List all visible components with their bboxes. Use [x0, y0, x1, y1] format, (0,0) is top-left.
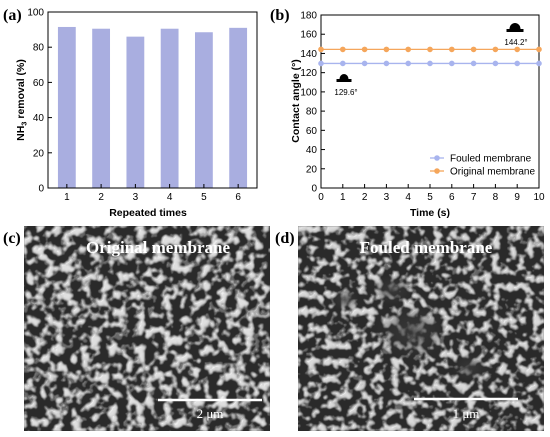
x-tick-label: 0 — [318, 192, 324, 203]
data-point — [449, 46, 455, 53]
droplet-base — [336, 79, 352, 82]
sem-fouled-title: Fouled membrane — [360, 238, 493, 257]
bar — [194, 32, 213, 188]
x-tick-label: 9 — [514, 192, 520, 203]
bar — [92, 28, 111, 188]
data-point — [514, 46, 520, 53]
annotation-original: 144.2° — [504, 38, 527, 47]
y-tick-label: 20 — [33, 148, 45, 159]
x-tick-label: 4 — [167, 192, 173, 203]
y-tick-label: 100 — [27, 8, 44, 19]
legend-marker — [434, 155, 440, 161]
y-tick-label: 160 — [300, 30, 317, 41]
data-point — [383, 46, 390, 53]
droplet-icon — [336, 74, 352, 82]
data-point — [536, 46, 542, 53]
panel-label-d: (d) — [275, 230, 295, 247]
data-point — [492, 46, 499, 53]
sem-original-scale-label: 2 μm — [197, 406, 224, 421]
data-point — [318, 60, 324, 67]
fouling-deposit — [372, 275, 412, 305]
droplet-icon — [506, 22, 524, 32]
y-tick-label: 180 — [300, 11, 317, 22]
droplet-base — [506, 29, 524, 32]
y-tick-label: 0 — [311, 184, 317, 195]
y-tick-label: 100 — [300, 87, 317, 98]
y-tick-label: 40 — [306, 145, 318, 156]
data-point — [470, 60, 477, 67]
x-tick-label: 6 — [235, 192, 241, 203]
data-point — [405, 46, 412, 53]
sem-fouled-scale-label: 1 μm — [453, 406, 480, 421]
y-tick-label: 60 — [33, 78, 45, 89]
x-tick-label: 10 — [533, 192, 545, 203]
sem-original-title: Original membrane — [86, 238, 230, 257]
x-tick-label: 8 — [493, 192, 499, 203]
legend-label: Fouled membrane — [450, 154, 532, 165]
y-tick-label: 140 — [300, 49, 317, 60]
data-point — [427, 60, 433, 67]
data-point — [361, 60, 368, 67]
data-point — [383, 60, 390, 67]
bar — [229, 27, 248, 189]
data-point — [514, 60, 520, 67]
y-tick-label: 80 — [306, 107, 318, 118]
x-tick-label: 5 — [427, 192, 433, 203]
chart-b-xlabel: Time (s) — [410, 207, 450, 219]
data-point — [340, 46, 346, 53]
bar — [160, 28, 179, 188]
line-chart-contact-angle: Time (s) Contact angle (°) 0204060801001… — [290, 11, 545, 220]
data-point — [492, 60, 499, 67]
chart-a-xlabel: Repeated times — [109, 207, 187, 219]
x-tick-label: 3 — [133, 192, 139, 203]
fouling-deposit — [331, 289, 359, 311]
fouling-deposit — [452, 354, 488, 382]
annotation-fouled: 129.6° — [334, 88, 357, 97]
legend-marker — [434, 168, 440, 174]
y-tick-label: 120 — [300, 68, 317, 79]
x-tick-label: 2 — [98, 192, 104, 203]
x-tick-label: 2 — [362, 192, 368, 203]
droplet-shape — [339, 74, 349, 79]
data-point — [449, 60, 455, 67]
x-tick-label: 4 — [405, 192, 411, 203]
sem-image-original: Original membrane 2 μm — [24, 226, 270, 431]
x-tick-label: 3 — [384, 192, 390, 203]
y-tick-label: 60 — [306, 126, 318, 137]
droplet-shape — [509, 22, 521, 29]
panel-label-a: (a) — [3, 7, 22, 24]
fouling-deposit — [376, 304, 448, 360]
data-point — [405, 60, 412, 67]
data-point — [340, 60, 346, 67]
x-tick-label: 7 — [471, 192, 477, 203]
chart-a-ylabel: NH3 removal (%) — [15, 59, 29, 141]
bar — [126, 36, 145, 188]
panel-label-c: (c) — [3, 230, 21, 247]
sem-image-fouled: Fouled membrane 1 μm — [298, 226, 544, 431]
data-point — [318, 46, 324, 53]
x-tick-label: 1 — [340, 192, 346, 203]
bar — [57, 26, 76, 189]
sem-image-original-texture — [24, 226, 270, 431]
chart-b-ylabel: Contact angle (°) — [290, 59, 302, 143]
data-point — [470, 46, 477, 53]
data-point — [361, 46, 368, 53]
y-tick-label: 0 — [38, 184, 44, 195]
legend-label: Original membrane — [450, 167, 535, 178]
y-tick-label: 80 — [33, 43, 45, 54]
y-tick-label: 20 — [306, 164, 318, 175]
x-tick-label: 6 — [449, 192, 455, 203]
x-tick-label: 1 — [64, 192, 70, 203]
x-tick-label: 5 — [201, 192, 207, 203]
y-tick-label: 40 — [33, 113, 45, 124]
data-point — [427, 46, 433, 53]
panel-label-b: (b) — [270, 7, 290, 24]
bar-chart-nh3-removal: Repeated times NH3 removal (%) 0 20 40 60 80… — [15, 8, 258, 219]
data-point — [536, 60, 542, 67]
plot-frame — [47, 11, 258, 189]
